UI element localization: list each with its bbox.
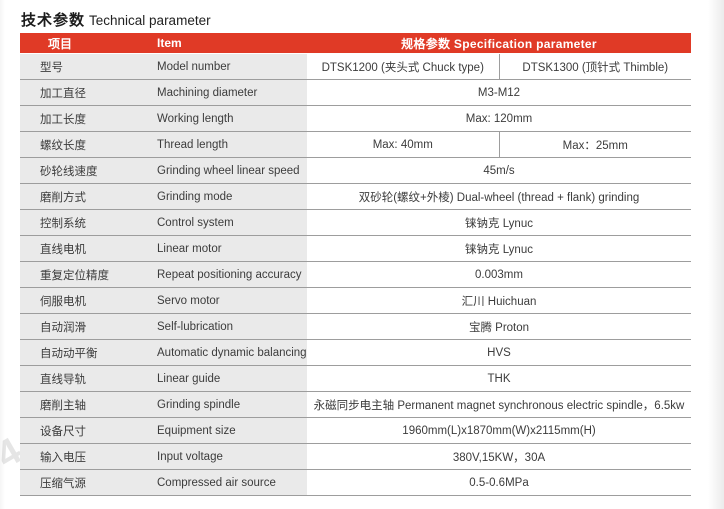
row-value-merged: 铼钠克 Lynuc — [465, 243, 533, 256]
table-row: 自动动平衡 Automatic dynamic balancing HVS — [20, 340, 691, 366]
row-values: THK — [307, 366, 691, 391]
row-label-zh: 加工直径 — [20, 80, 150, 105]
row-label-en: Model number — [150, 54, 307, 79]
page-edge-shadow-right — [708, 0, 724, 509]
row-values: 汇川 Huichuan — [307, 288, 691, 313]
row-values: Max: 120mm — [307, 106, 691, 131]
row-values: HVS — [307, 340, 691, 365]
row-label-zh: 压缩气源 — [20, 470, 150, 495]
row-values: M3-M12 — [307, 80, 691, 105]
row-values: 45m/s — [307, 158, 691, 183]
row-value-merged: THK — [487, 372, 511, 385]
row-label-en: Self-lubrication — [150, 314, 307, 339]
row-value-merged: HVS — [487, 346, 511, 359]
row-label-zh: 加工长度 — [20, 106, 150, 131]
table-row: 直线导轨 Linear guide THK — [20, 366, 691, 392]
row-label-zh: 伺服电机 — [20, 288, 150, 313]
row-label-zh: 砂轮线速度 — [20, 158, 150, 183]
row-values: 永磁同步电主轴 Permanent magnet synchronous ele… — [307, 392, 691, 417]
row-values: 铼钠克 Lynuc — [307, 210, 691, 235]
row-label-zh: 磨削主轴 — [20, 392, 150, 417]
table-row: 型号 Model number DTSK1200 (夹头式 Chuck type) D… — [20, 54, 691, 80]
row-values: 0.003mm — [307, 262, 691, 287]
row-label-zh: 设备尺寸 — [20, 418, 150, 443]
table-row: 压缩气源 Compressed air source 0.5-0.6MPa — [20, 470, 691, 496]
row-label-en: Machining diameter — [150, 80, 307, 105]
row-values: 380V,15KW，30A — [307, 444, 691, 469]
row-label-en: Repeat positioning accuracy — [150, 262, 307, 287]
row-values: 铼钠克 Lynuc — [307, 236, 691, 261]
table-row: 控制系统 Control system 铼钠克 Lynuc — [20, 210, 691, 236]
row-label-en: Equipment size — [150, 418, 307, 443]
row-label-zh: 自动润滑 — [20, 314, 150, 339]
table-row: 磨削主轴 Grinding spindle 永磁同步电主轴 Permanent ma… — [20, 392, 691, 418]
page-title: 技术参数 Technical parameter — [21, 9, 211, 30]
row-label-zh: 螺纹长度 — [20, 132, 150, 157]
row-label-en: Grinding wheel linear speed — [150, 158, 307, 183]
row-label-en: Linear motor — [150, 236, 307, 261]
row-value-1: DTSK1200 (夹头式 Chuck type) — [321, 61, 484, 74]
table-row: 重复定位精度 Repeat positioning accuracy 0.003mm — [20, 262, 691, 288]
table-row: 砂轮线速度 Grinding wheel linear speed 45m/s — [20, 158, 691, 184]
row-value-merged: 0.5-0.6MPa — [469, 476, 529, 489]
row-label-en: Linear guide — [150, 366, 307, 391]
row-value-2: DTSK1300 (顶针式 Thimble) — [498, 54, 692, 79]
row-value-merged: 永磁同步电主轴 Permanent magnet synchronous ele… — [313, 399, 685, 412]
row-value-merged: 1960mm(L)x1870mm(W)x2115mm(H) — [402, 424, 596, 437]
table-row: 设备尺寸 Equipment size 1960mm(L)x1870mm(W)x21… — [20, 418, 691, 444]
table-row: 加工直径 Machining diameter M3-M12 — [20, 80, 691, 106]
table-row: 加工长度 Working length Max: 120mm — [20, 106, 691, 132]
row-label-en: Grinding spindle — [150, 392, 307, 417]
row-value-1: Max: 40mm — [372, 138, 433, 151]
row-label-en: Servo motor — [150, 288, 307, 313]
page-edge-shadow-left — [0, 0, 5, 509]
row-value-merged: 汇川 Huichuan — [461, 295, 537, 308]
row-label-zh: 输入电压 — [20, 444, 150, 469]
row-value-merged: 45m/s — [483, 164, 515, 177]
row-label-en: Thread length — [150, 132, 307, 157]
page-title-zh: 技术参数 — [21, 12, 86, 29]
header-item-en: Item — [157, 36, 182, 50]
table-row: 自动润滑 Self-lubrication 宝腾 Proton — [20, 314, 691, 340]
row-label-zh: 自动动平衡 — [20, 340, 150, 365]
row-value-merged: 双砂轮(螺纹+外棱) Dual-wheel (thread + flank) g… — [358, 191, 640, 204]
row-value-merged: M3-M12 — [477, 86, 521, 99]
page-title-en: Technical parameter — [89, 13, 211, 28]
row-label-zh: 直线导轨 — [20, 366, 150, 391]
header-item-zh: 项目 — [48, 36, 73, 51]
row-values: 1960mm(L)x1870mm(W)x2115mm(H) — [307, 418, 691, 443]
row-label-en: Automatic dynamic balancing — [150, 340, 307, 365]
row-label-zh: 磨削方式 — [20, 184, 150, 209]
row-values: 宝腾 Proton — [307, 314, 691, 339]
row-label-en: Grinding mode — [150, 184, 307, 209]
row-values: 双砂轮(螺纹+外棱) Dual-wheel (thread + flank) g… — [307, 184, 691, 209]
row-value-merged: 0.003mm — [475, 268, 523, 281]
row-values: 0.5-0.6MPa — [307, 470, 691, 495]
table-row: 螺纹长度 Thread length Max: 40mm Max：25mm — [20, 132, 691, 158]
row-label-en: Control system — [150, 210, 307, 235]
row-values: DTSK1200 (夹头式 Chuck type) DTSK1300 (顶针式 T… — [307, 54, 691, 79]
table-row: 磨削方式 Grinding mode 双砂轮(螺纹+外棱) Dual-wheel (… — [20, 184, 691, 210]
row-label-zh: 直线电机 — [20, 236, 150, 261]
row-value-merged: 380V,15KW，30A — [452, 451, 546, 464]
row-value-merged: Max: 120mm — [465, 112, 533, 125]
table-row: 直线电机 Linear motor 铼钠克 Lynuc — [20, 236, 691, 262]
row-label-en: Working length — [150, 106, 307, 131]
row-value-merged: 宝腾 Proton — [468, 321, 530, 334]
header-spec: 规格参数 Specification parameter — [401, 36, 597, 51]
row-value-merged: 铼钠克 Lynuc — [465, 217, 533, 230]
row-value-2: Max：25mm — [498, 132, 692, 157]
row-label-zh: 型号 — [20, 54, 150, 79]
table-body: 型号 Model number DTSK1200 (夹头式 Chuck type) D… — [20, 54, 691, 496]
row-label-en: Input voltage — [150, 444, 307, 469]
table-row: 输入电压 Input voltage 380V,15KW，30A — [20, 444, 691, 470]
table-header-row: 项目 Item 规格参数 Specification parameter — [20, 33, 691, 53]
row-label-zh: 重复定位精度 — [20, 262, 150, 287]
row-label-zh: 控制系统 — [20, 210, 150, 235]
technical-parameter-table: 项目 Item 规格参数 Specification parameter 型号 M… — [20, 33, 691, 496]
table-row: 伺服电机 Servo motor 汇川 Huichuan — [20, 288, 691, 314]
row-label-en: Compressed air source — [150, 470, 307, 495]
row-values: Max: 40mm Max：25mm — [307, 132, 691, 157]
